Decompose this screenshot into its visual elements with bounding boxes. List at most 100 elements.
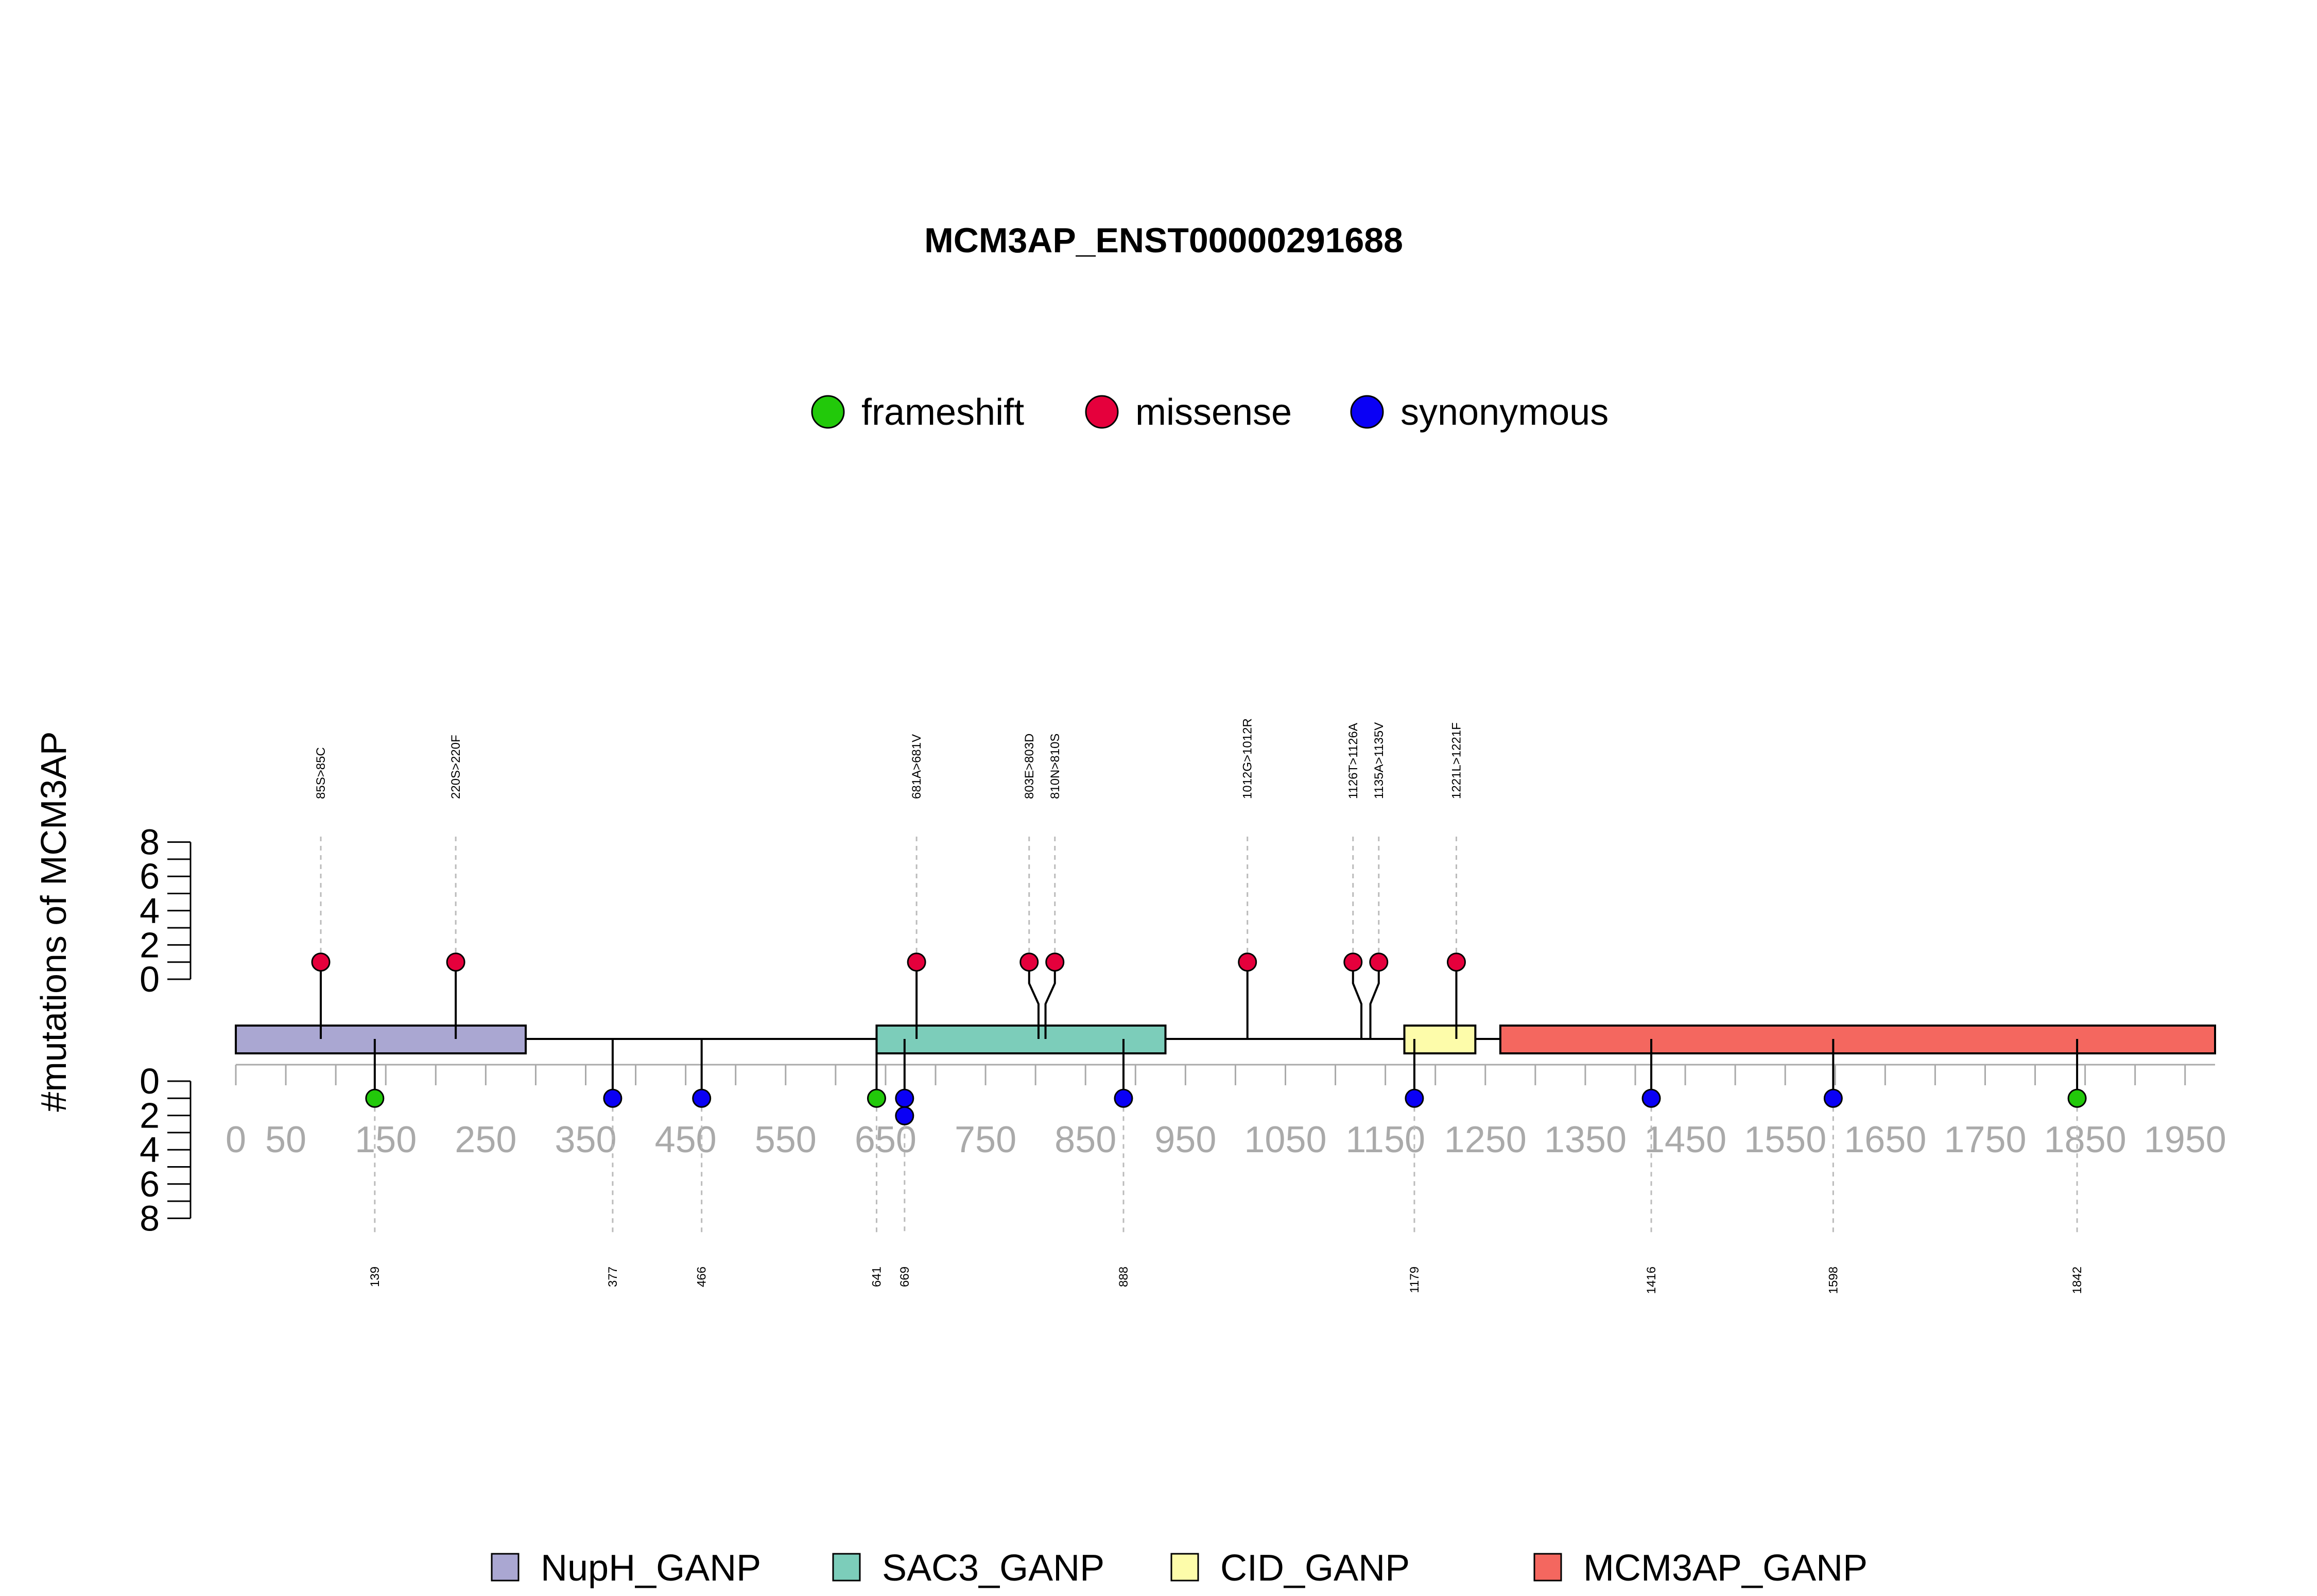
x-axis-tick-label: 1450 bbox=[1644, 1119, 1726, 1160]
mutation-marker bbox=[867, 1088, 886, 1108]
x-axis-tick-label: 1750 bbox=[1944, 1119, 2026, 1160]
x-axis-tick-label: 450 bbox=[655, 1119, 717, 1160]
legend-frameshift-label: frameshift bbox=[861, 392, 1024, 433]
mutation-marker bbox=[365, 1088, 385, 1108]
mutation-label: 669 bbox=[898, 1267, 912, 1287]
mutation-marker bbox=[895, 1106, 914, 1125]
x-axis-tick-label: 350 bbox=[555, 1119, 616, 1160]
x-axis-tick-label: 50 bbox=[265, 1119, 306, 1160]
legend-NupH_GANP-label: NupH_GANP bbox=[541, 1548, 761, 1589]
mutation-marker bbox=[1405, 1088, 1424, 1108]
mutation-label: 85S>85C bbox=[314, 747, 328, 799]
mutation-label: 810N>810S bbox=[1048, 734, 1062, 799]
mutation-marker bbox=[2067, 1088, 2087, 1108]
y-axis-bottom-tick-label: 0 bbox=[140, 1061, 160, 1101]
x-axis-tick-label: 1150 bbox=[1345, 1119, 1425, 1160]
x-axis-tick-label: 1350 bbox=[1544, 1119, 1627, 1160]
mutations-above: 85S>85C 220S>220F 681A>681V 803E>803D 810N>8… bbox=[311, 718, 1466, 1039]
mutation-marker bbox=[603, 1088, 623, 1108]
mutation-marker bbox=[1641, 1088, 1661, 1108]
x-axis: 0 50 150 250 350 450 550 650 750 850 950 1050 1150 12… bbox=[226, 1064, 2226, 1160]
domain-SAC3_GANP bbox=[875, 1025, 1167, 1054]
mutation-label: 1598 bbox=[1826, 1267, 1840, 1294]
mutation-marker bbox=[692, 1088, 712, 1108]
legend-missense-marker bbox=[1085, 395, 1119, 429]
x-axis-tick-label: 1050 bbox=[1244, 1119, 1326, 1160]
mutation-stem bbox=[1028, 962, 1040, 1039]
legend-missense-label: missense bbox=[1135, 392, 1292, 433]
mutation-marker bbox=[907, 952, 926, 972]
mutation-label: 1012G>1012R bbox=[1241, 718, 1255, 799]
domain-legend: NupH_GANP SAC3_GANP CID_GANP MCM3AP_GANP bbox=[491, 1548, 1868, 1589]
y-axis-bottom-tick-label: 6 bbox=[140, 1164, 160, 1204]
legend-SAC3_GANP-swatch bbox=[832, 1553, 861, 1582]
legend-CID_GANP-swatch bbox=[1170, 1553, 1199, 1582]
domain-CID_GANP bbox=[1403, 1025, 1477, 1054]
mutation-label: 1135A>1135V bbox=[1372, 722, 1386, 799]
x-axis-tick-label: 1250 bbox=[1444, 1119, 1527, 1160]
mutation-label: 888 bbox=[1117, 1267, 1131, 1287]
mutation-label: 1221L>1221F bbox=[1449, 722, 1463, 799]
x-axis-tick-label: 1650 bbox=[1844, 1119, 1926, 1160]
x-axis-tick-label: 850 bbox=[1054, 1119, 1116, 1160]
mutation-label: 1126T>1126A bbox=[1346, 723, 1360, 799]
y-axis-label: #mutations of MCM3AP bbox=[33, 731, 74, 1112]
x-axis-tick-label: 750 bbox=[955, 1119, 1016, 1160]
legend-synonymous-label: synonymous bbox=[1400, 392, 1609, 433]
mutation-marker bbox=[1114, 1088, 1133, 1108]
y-axis-top-tick-label: 2 bbox=[140, 925, 160, 965]
mutation-label: 139 bbox=[368, 1267, 382, 1287]
y-axis-bottom-tick-label: 4 bbox=[140, 1130, 160, 1170]
mutation-label: 466 bbox=[695, 1267, 709, 1287]
mutation-marker bbox=[1019, 952, 1039, 972]
domain-MCM3AP_GANP bbox=[1499, 1025, 2216, 1054]
mutation-marker bbox=[311, 952, 331, 972]
legend-synonymous-marker bbox=[1350, 395, 1384, 429]
mutation-type-legend: frameshift missense synonymous bbox=[811, 392, 1609, 433]
x-axis-tick-label: 550 bbox=[755, 1119, 817, 1160]
y-axis-top-tick-label: 8 bbox=[140, 822, 160, 862]
mutation-marker bbox=[1045, 952, 1065, 972]
mutation-label: 377 bbox=[606, 1267, 620, 1287]
protein-domains bbox=[235, 1025, 2216, 1054]
y-axis-bottom-tick-label: 2 bbox=[140, 1096, 160, 1136]
chart-title: MCM3AP_ENST00000291688 bbox=[924, 221, 1403, 260]
mutation-label: 681A>681V bbox=[910, 734, 924, 799]
legend-CID_GANP-label: CID_GANP bbox=[1220, 1548, 1410, 1589]
x-axis-tick-label: 950 bbox=[1154, 1119, 1216, 1160]
x-axis-tick-label: 250 bbox=[455, 1119, 516, 1160]
x-axis-tick-label: 1850 bbox=[2044, 1119, 2126, 1160]
y-axis-top-tick-label: 4 bbox=[140, 891, 160, 931]
mutation-marker bbox=[895, 1088, 914, 1108]
mutation-stem bbox=[1352, 962, 1363, 1039]
x-axis-tick-label: 650 bbox=[855, 1119, 917, 1160]
mutation-label: 220S>220F bbox=[449, 735, 463, 799]
y-axis-top-tick-label: 0 bbox=[140, 959, 160, 999]
legend-MCM3AP_GANP-label: MCM3AP_GANP bbox=[1583, 1548, 1868, 1589]
mutation-marker bbox=[1446, 952, 1466, 972]
legend-SAC3_GANP-label: SAC3_GANP bbox=[882, 1548, 1104, 1589]
mutations-below: 139 377 466 641 669 888 1179 1416 1598 1842 bbox=[365, 1039, 2087, 1294]
legend-frameshift-marker bbox=[811, 395, 845, 429]
mutation-label: 1179 bbox=[1408, 1267, 1422, 1293]
mutation-stem bbox=[1369, 962, 1380, 1039]
x-axis-tick-label: 0 bbox=[226, 1119, 246, 1160]
mutation-label: 1416 bbox=[1645, 1267, 1658, 1294]
mutation-marker bbox=[1369, 952, 1389, 972]
mutation-marker bbox=[1343, 952, 1363, 972]
mutation-label: 803E>803D bbox=[1023, 734, 1036, 799]
mutation-marker bbox=[446, 952, 465, 972]
y-axis-top-tick-label: 6 bbox=[140, 856, 160, 896]
mutation-label: 1842 bbox=[2070, 1267, 2084, 1294]
x-axis-tick-label: 1550 bbox=[1744, 1119, 1826, 1160]
mutation-stem bbox=[1044, 962, 1056, 1039]
mutation-marker bbox=[1823, 1088, 1843, 1108]
legend-MCM3AP_GANP-swatch bbox=[1533, 1553, 1562, 1582]
mutation-marker bbox=[1238, 952, 1257, 972]
y-axis-bottom-tick-label: 8 bbox=[140, 1198, 160, 1238]
domain-NupH_GANP bbox=[235, 1025, 527, 1054]
x-axis-tick-label: 150 bbox=[355, 1119, 417, 1160]
legend-NupH_GANP-swatch bbox=[491, 1553, 520, 1582]
